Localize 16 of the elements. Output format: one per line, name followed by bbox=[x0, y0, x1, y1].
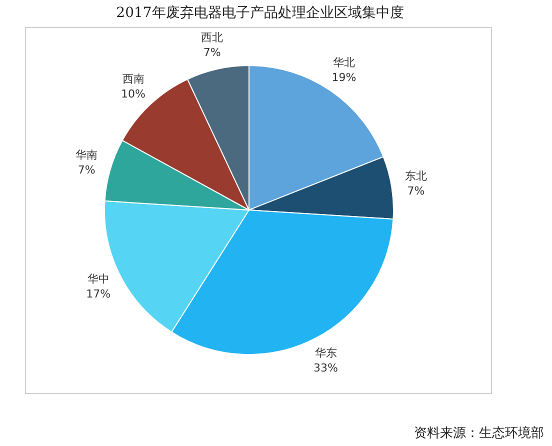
slice-label: 西北 bbox=[201, 30, 224, 44]
data-label: 7% bbox=[78, 164, 96, 177]
slice-label: 西南 bbox=[122, 72, 144, 86]
slice-label: 华北 bbox=[333, 56, 356, 70]
chart-title: 2017年废弃电器电子产品处理企业区域集中度 bbox=[115, 4, 405, 22]
data-label: 7% bbox=[203, 46, 221, 59]
data-label: 33% bbox=[314, 361, 338, 374]
slice-label: 华东 bbox=[314, 346, 337, 360]
data-label: 10% bbox=[121, 88, 146, 101]
slice-label: 华南 bbox=[76, 148, 98, 162]
data-label: 7% bbox=[407, 184, 425, 198]
data-label: 19% bbox=[332, 71, 356, 84]
data-label: 17% bbox=[86, 288, 111, 301]
slice-label: 华中 bbox=[87, 272, 110, 286]
text: 资料来源：生态环境部 bbox=[414, 425, 544, 442]
slice-label: 东北 bbox=[404, 169, 427, 182]
